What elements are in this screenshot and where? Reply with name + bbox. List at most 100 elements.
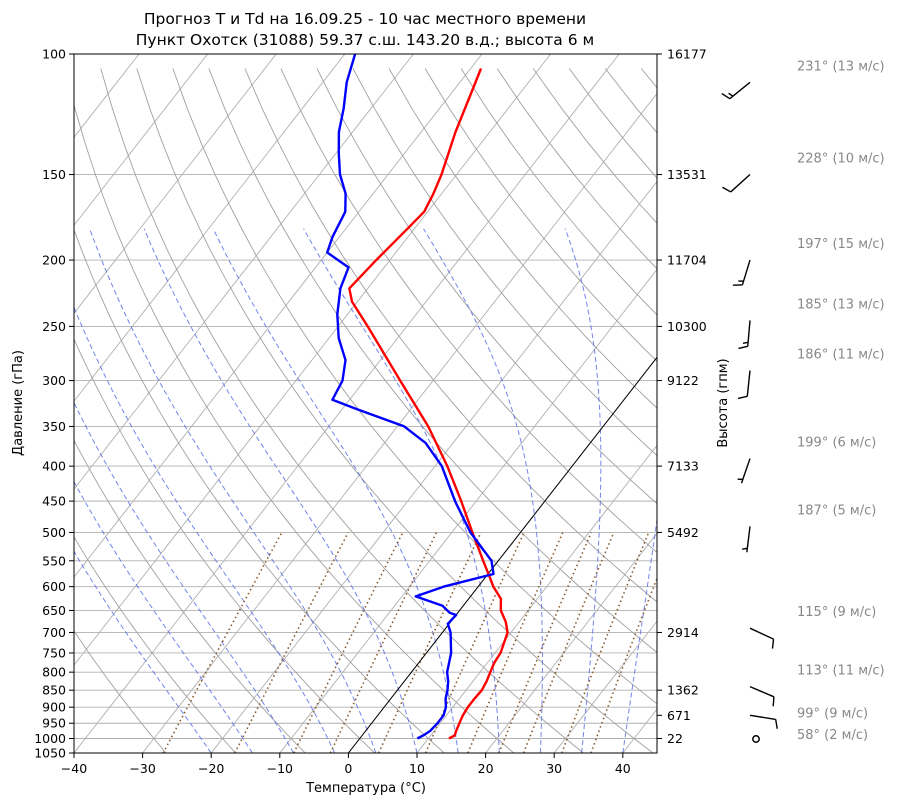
profile-lines [326, 54, 509, 740]
wind-barb [749, 627, 775, 649]
x-tick-label: 10 [409, 761, 425, 776]
isotherm [74, 54, 483, 578]
height-tick-label: 2914 [667, 625, 699, 640]
barb-half-flag [742, 547, 748, 550]
wind-barb [732, 259, 751, 286]
barb-staff [730, 174, 751, 193]
moist-adiabat [564, 228, 602, 753]
height-tick-label: 671 [667, 708, 691, 723]
barb-half-flag [742, 341, 749, 345]
dewpoint-line [326, 54, 495, 740]
y-axis-label: Давление (гПа) [11, 350, 26, 456]
moist-adiabat [74, 550, 212, 753]
barb-staff [740, 458, 751, 484]
x-tick-label: −30 [129, 761, 155, 776]
barb-staff [749, 714, 776, 721]
wind-barb [737, 458, 751, 484]
wind-barb [722, 174, 751, 193]
height-tick-label: 13531 [667, 167, 707, 182]
x-tick-label: 0 [344, 761, 352, 776]
wind-barb [738, 320, 751, 350]
moist-adiabat [89, 228, 377, 753]
dry-adiabat [280, 68, 657, 554]
dry-adiabat [352, 68, 657, 457]
isotherm [0, 54, 2, 753]
y-tick-label: 900 [42, 700, 66, 715]
moist-adiabat [143, 228, 418, 753]
wind-barb [742, 526, 751, 553]
mixing-ratio-line [162, 532, 283, 753]
mixing-ratio-line [293, 532, 404, 753]
height-tick-label: 22 [667, 731, 683, 746]
temperature-line [348, 68, 509, 740]
y-tick-label: 400 [42, 459, 66, 474]
moist-adiabat [303, 228, 500, 753]
chart-subtitle: Пункт Охотск (31088) 59.37 с.ш. 143.20 в… [136, 31, 594, 49]
x-tick-label: 40 [615, 761, 631, 776]
dry-adiabat [74, 536, 236, 753]
barb-staff [746, 526, 751, 553]
y-tick-label: 1000 [34, 731, 66, 746]
wind-label: 115° (9 м/с) [797, 605, 876, 620]
y-tick-label: 750 [42, 645, 66, 660]
isotherm [74, 54, 414, 490]
wind-label: 197° (15 м/с) [797, 237, 885, 252]
x-tick-label: 20 [478, 761, 494, 776]
height-tick-label: 16177 [667, 47, 707, 62]
wind-label: 186° (11 м/с) [797, 348, 885, 363]
barb-flag [738, 345, 748, 350]
y-tick-label: 200 [42, 253, 66, 268]
mixing-ratio-line [561, 532, 650, 753]
barb-staff [749, 627, 774, 640]
mixing-ratio-line [467, 532, 564, 753]
mixing-ratio-line [498, 532, 592, 753]
isotherm [74, 54, 620, 753]
y-tick-label: 550 [42, 553, 66, 568]
plot-frame [73, 53, 658, 754]
height-tick-label: 9122 [667, 373, 699, 388]
barb-staff [746, 370, 751, 397]
x-tick-label: 30 [546, 761, 562, 776]
isotherm [485, 532, 657, 753]
y-tick-label: 600 [42, 579, 66, 594]
wind-barb [749, 714, 778, 729]
chart-title: Прогноз T и Td на 16.09.25 - 10 час мест… [144, 10, 586, 28]
dry-adiabat [74, 338, 376, 753]
height-tick-label: 7133 [667, 459, 699, 474]
mixing-ratio-line [234, 532, 350, 753]
y-tick-label: 800 [42, 665, 66, 680]
wind-barb [721, 81, 751, 100]
y-tick-label: 700 [42, 625, 66, 640]
height-tick-label: 10300 [667, 319, 707, 334]
moist-adiabat [74, 480, 253, 753]
x-tick-label: −10 [267, 761, 293, 776]
barb-half-flag [728, 92, 734, 97]
dry-adiabat [316, 68, 657, 505]
barb-flag [721, 92, 731, 100]
dry-adiabat [74, 102, 515, 753]
wind-label: 113° (11 м/с) [797, 664, 885, 679]
dry-adiabat [74, 228, 445, 753]
barb-flag [737, 395, 748, 400]
y-tick-label: 150 [42, 167, 66, 182]
y-tick-label: 950 [42, 716, 66, 731]
dry-adiabat [568, 68, 657, 179]
isotherm [210, 180, 657, 753]
x-tick-label: −40 [61, 761, 87, 776]
height-tick-label: 1362 [667, 683, 699, 698]
dry-adiabat [424, 68, 657, 362]
y-tick-label: 1050 [34, 746, 66, 761]
right-axis-label: Высота (гпм) [716, 358, 731, 447]
dry-adiabat [713, 69, 900, 753]
mixing-ratio-line [522, 532, 615, 753]
dry-adiabat [136, 68, 654, 753]
moist-adiabat [423, 228, 543, 753]
dry-adiabat [172, 68, 657, 705]
isotherm [74, 54, 551, 666]
y-tick-label: 450 [42, 494, 66, 509]
x-axis-label: Температура (°C) [305, 781, 426, 796]
y-tick-label: 650 [42, 603, 66, 618]
wind-label: 228° (10 м/с) [797, 152, 885, 167]
wind-barb [752, 735, 760, 743]
